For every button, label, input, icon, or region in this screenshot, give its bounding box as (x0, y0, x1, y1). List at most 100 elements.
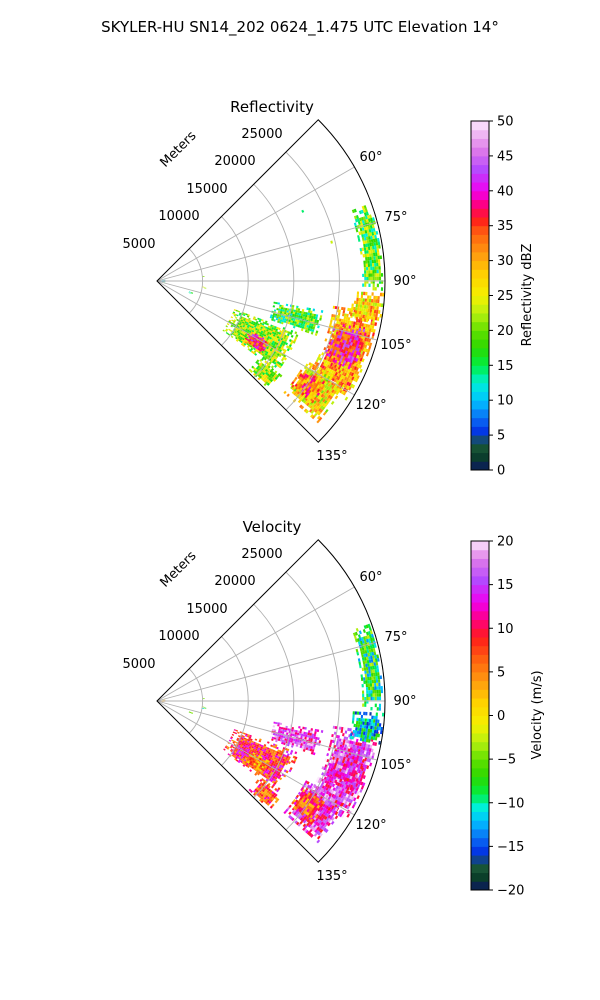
velocity-echo-gate (318, 802, 322, 807)
reflectivity-echo-gate (273, 358, 277, 362)
velocity-echo-gate (337, 744, 341, 748)
velocity-echo-gate (280, 767, 284, 771)
velocity-echo-gate (316, 839, 321, 844)
reflectivity-echo-gate (263, 329, 267, 333)
reflectivity-echo-gate (347, 382, 352, 387)
reflectivity-echo-gate (336, 320, 339, 325)
velocity-echo-gate (358, 773, 362, 778)
velocity-echo-gate (226, 747, 229, 750)
velocity-echo-gate (278, 734, 282, 738)
reflectivity-echo-gate (361, 331, 365, 336)
reflectivity-echo-gate (369, 312, 372, 317)
reflectivity-echo-gate (267, 335, 271, 339)
velocity-echo-gate (321, 800, 325, 805)
velocity-echo-gate (315, 830, 320, 835)
velocity-echo-gate (336, 789, 340, 793)
velocity-title: Velocity (243, 518, 302, 536)
reflectivity-echo-gate (315, 410, 320, 415)
reflectivity-echo-gate (377, 310, 381, 314)
velocity-echo-gate (263, 766, 266, 770)
reflectivity-echo-gate (368, 276, 371, 281)
reflectivity-echo-gate (259, 318, 262, 321)
reflectivity-echo-gate (271, 318, 274, 321)
reflectivity-echo-gate (246, 315, 250, 318)
reflectivity-echo-gate (291, 304, 295, 308)
velocity-echo-gate (265, 775, 268, 779)
velocity-echo-gate (290, 749, 294, 753)
velocity-echo-gate (263, 796, 267, 800)
velocity-echo-gate (280, 726, 284, 730)
reflectivity-echo-gate (326, 360, 330, 365)
velocity-echo-gate (333, 759, 337, 764)
velocity-echo-gate (377, 719, 380, 724)
velocity-echo-gate (294, 739, 298, 742)
reflectivity-echo-gate (266, 370, 270, 374)
reflectivity-echo-gate (284, 307, 288, 311)
velocity-echo-gate (332, 739, 335, 744)
reflectivity-echo-gate (341, 368, 345, 372)
velocity-echo-gate (330, 760, 334, 764)
velocity-echo-gate (271, 751, 275, 755)
velocity-echo-gate (374, 696, 377, 701)
velocity-echo-gate (321, 781, 325, 786)
velocity-echo-gate (294, 803, 298, 808)
reflectivity-echo-gate (280, 363, 284, 367)
reflectivity-echo-gate (251, 330, 255, 333)
velocity-echo-gate (278, 752, 282, 755)
velocity-echo-gate (284, 754, 287, 758)
velocity-echo-gate (262, 781, 266, 785)
reflectivity-echo-gate (267, 325, 271, 329)
velocity-radial-ticks: 5000 10000 15000 20000 25000 (122, 547, 282, 672)
velocity-echo-gate (257, 767, 261, 771)
reflectivity-echo-gate (285, 303, 289, 307)
velocity-echo-gate (258, 762, 262, 765)
reflectivity-colorbar-segment (471, 234, 489, 244)
reflectivity-echo-gate (310, 326, 314, 330)
reflectivity-echo-gate (331, 385, 335, 390)
reflectivity-echo-gate (355, 228, 359, 233)
velocity-echo-gate (358, 780, 362, 785)
reflectivity-echo-gate (255, 327, 258, 331)
velocity-echo-gate (331, 783, 336, 788)
velocity-echo-gate (288, 737, 292, 741)
reflectivity-echo-gate (368, 298, 372, 303)
velocity-echo-gate (241, 759, 244, 762)
reflectivity-echo-gate (259, 362, 263, 365)
velocity-echo-gate (264, 748, 267, 751)
reflectivity-echo-gate (279, 330, 282, 333)
reflectivity-echo-gate (357, 238, 361, 242)
reflectivity-echo-gate (335, 340, 339, 345)
velocity-echo-gate (291, 742, 295, 746)
velocity-echo-gate (259, 764, 263, 768)
velocity-echo-gate (349, 747, 353, 751)
velocity-echo-gate (334, 791, 339, 796)
velocity-echo-gate (304, 727, 307, 730)
reflectivity-echo-gate (334, 368, 338, 372)
velocity-echo-gate (237, 731, 240, 734)
reflectivity-echo-gate (306, 317, 309, 321)
reflectivity-echo-gate (329, 322, 333, 326)
reflectivity-echo-gate (353, 321, 356, 325)
reflectivity-echo-gate (357, 235, 360, 239)
reflectivity-echo-gate (296, 321, 299, 325)
velocity-echo-gate (337, 797, 342, 802)
velocity-echo-gate (234, 750, 237, 754)
reflectivity-echo-gate (374, 302, 378, 307)
velocity-echo-gate (337, 801, 342, 806)
reflectivity-echo-gate (319, 405, 324, 410)
velocity-echo-gate (244, 746, 247, 749)
reflectivity-echo-gate (252, 366, 256, 370)
reflectivity-echo-gate (376, 276, 379, 281)
velocity-echo-gate (286, 806, 291, 811)
reflectivity-echo-gate (306, 378, 310, 382)
reflectivity-echo-gate (279, 374, 283, 378)
velocity-colorbar-tick-label: −10 (497, 796, 524, 811)
velocity-echo-gate (255, 786, 259, 790)
reflectivity-echo-gate (259, 322, 263, 325)
reflectivity-colorbar-tick-label: 30 (497, 254, 514, 269)
velocity-echo-gate (285, 750, 289, 754)
reflectivity-echo-gate (320, 309, 324, 313)
velocity-echo-gate (332, 790, 337, 795)
velocity-echo-gate (262, 745, 266, 749)
